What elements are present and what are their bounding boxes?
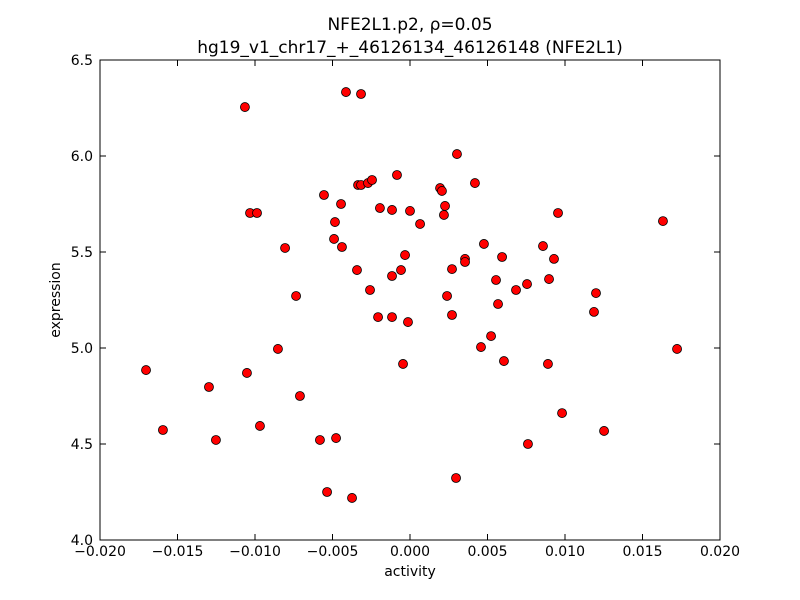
- point: [387, 205, 397, 215]
- point: [158, 425, 168, 435]
- y-tick-label: 6.5: [71, 53, 93, 69]
- point: [549, 254, 559, 264]
- point: [336, 199, 346, 209]
- point: [398, 359, 408, 369]
- point: [280, 243, 290, 253]
- point: [396, 265, 406, 275]
- point: [240, 102, 250, 112]
- point: [452, 149, 462, 159]
- point: [330, 217, 340, 227]
- point: [522, 279, 532, 289]
- point: [553, 208, 563, 218]
- point: [470, 178, 480, 188]
- point: [479, 239, 489, 249]
- point: [442, 291, 452, 301]
- point: [387, 271, 397, 281]
- point: [341, 87, 351, 97]
- point: [373, 312, 383, 322]
- point: [543, 359, 553, 369]
- point: [511, 285, 521, 295]
- x-tick-label: 0.005: [467, 544, 507, 560]
- point: [204, 382, 214, 392]
- point: [365, 285, 375, 295]
- x-tick-label: 0.010: [545, 544, 585, 560]
- point: [211, 435, 221, 445]
- point: [405, 206, 415, 216]
- y-tick-label: 6.0: [71, 149, 93, 165]
- point: [447, 310, 457, 320]
- point: [499, 356, 509, 366]
- y-tick-label: 5.5: [71, 245, 93, 261]
- x-tick-label: 0.020: [700, 544, 740, 560]
- point: [538, 241, 548, 251]
- point: [291, 291, 301, 301]
- point: [375, 203, 385, 213]
- point: [451, 473, 461, 483]
- chart-title: NFE2L1.p2, ρ=0.05: [327, 15, 492, 35]
- point: [387, 312, 397, 322]
- x-tick-label: −0.005: [307, 544, 359, 560]
- chart-subtitle: hg19_v1_chr17_+_46126134_46126148 (NFE2L…: [197, 38, 623, 58]
- x-tick-label: −0.020: [74, 544, 126, 560]
- point: [476, 342, 486, 352]
- point: [367, 175, 377, 185]
- point: [486, 331, 496, 341]
- point: [352, 265, 362, 275]
- point: [329, 234, 339, 244]
- x-axis-label: activity: [384, 564, 436, 580]
- point: [658, 216, 668, 226]
- y-axis-label: expression: [48, 262, 64, 338]
- x-tick-label: 0.015: [622, 544, 662, 560]
- point: [392, 170, 402, 180]
- point: [315, 435, 325, 445]
- x-tick-label: 0.000: [390, 544, 430, 560]
- y-tick-label: 4.5: [71, 437, 93, 453]
- point: [599, 426, 609, 436]
- point: [295, 391, 305, 401]
- point: [460, 257, 470, 267]
- point: [544, 274, 554, 284]
- point: [252, 208, 262, 218]
- point: [493, 299, 503, 309]
- point: [437, 186, 447, 196]
- point: [273, 344, 283, 354]
- point: [400, 250, 410, 260]
- point: [322, 487, 332, 497]
- point: [242, 368, 252, 378]
- point: [331, 433, 341, 443]
- x-tick-label: −0.010: [229, 544, 281, 560]
- x-tick-label: −0.015: [152, 544, 204, 560]
- point: [255, 421, 265, 431]
- point: [591, 288, 601, 298]
- point: [141, 365, 151, 375]
- point: [337, 242, 347, 252]
- point: [347, 493, 357, 503]
- point: [491, 275, 501, 285]
- y-tick-label: 5.0: [71, 341, 93, 357]
- point: [356, 89, 366, 99]
- point: [415, 219, 425, 229]
- point: [672, 344, 682, 354]
- point: [403, 317, 413, 327]
- point: [319, 190, 329, 200]
- point: [447, 264, 457, 274]
- point: [440, 201, 450, 211]
- point: [523, 439, 533, 449]
- point: [589, 307, 599, 317]
- y-tick-label: 4.0: [71, 533, 93, 549]
- point: [497, 252, 507, 262]
- point: [557, 408, 567, 418]
- point: [439, 210, 449, 220]
